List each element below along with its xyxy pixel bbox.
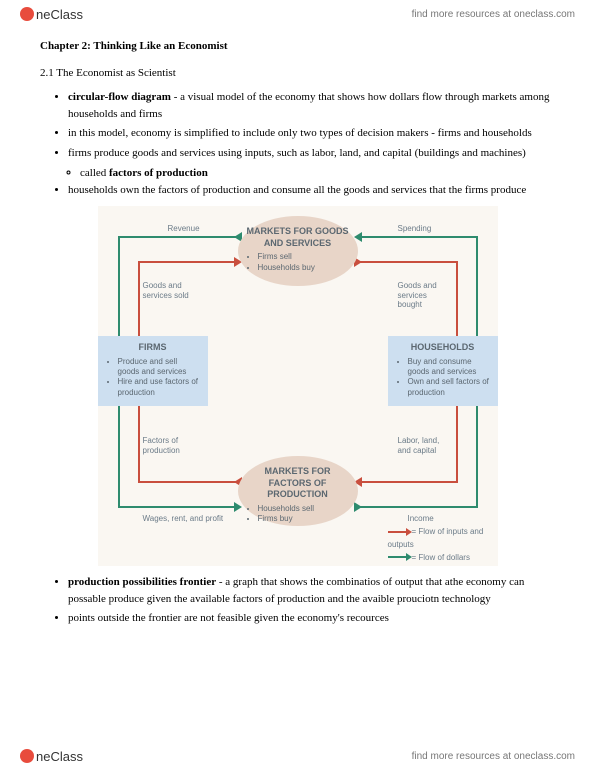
legend-red: = Flow of inputs and outputs — [388, 526, 498, 552]
annot-revenue: Revenue — [168, 224, 200, 234]
red-flow-top-left — [138, 261, 238, 263]
diagram-legend: = Flow of inputs and outputs = Flow of d… — [388, 526, 498, 564]
footer-link[interactable]: find more resources at oneclass.com — [412, 751, 575, 762]
annot-income: Income — [408, 514, 434, 524]
arrowhead-green-icon — [234, 502, 242, 512]
annot-goods-bought: Goods and services bought — [398, 281, 453, 310]
section-label: 2.1 The Economist as Scientist — [40, 65, 555, 82]
annot-factors: Factors of production — [143, 436, 198, 455]
bullets-top-cont: households own the factors of production… — [40, 182, 555, 199]
bullet-item: in this model, economy is simplified to … — [68, 125, 555, 142]
red-flow-bottom-right — [358, 481, 458, 483]
bullet-item: circular-flow diagram - a visual model o… — [68, 89, 555, 122]
document-content: Chapter 2: Thinking Like an Economist 2.… — [40, 38, 555, 631]
firms-box: FIRMS Produce and sell goods and service… — [98, 336, 208, 406]
green-flow-bottom-right — [358, 506, 478, 508]
circular-flow-diagram: MARKETS FOR GOODS AND SERVICES Firms sel… — [98, 206, 498, 566]
page-header: neClass find more resources at oneclass.… — [0, 0, 595, 28]
bullet-item: households own the factors of production… — [68, 182, 555, 199]
header-link[interactable]: find more resources at oneclass.com — [412, 9, 575, 20]
brand-logo-footer: neClass — [20, 749, 83, 764]
bullet-item: production possibilities frontier - a gr… — [68, 574, 555, 607]
chapter-title: Chapter 2: Thinking Like an Economist — [40, 38, 555, 55]
red-flow-bottom-left — [138, 481, 238, 483]
bullet-item: firms produce goods and services using i… — [68, 145, 555, 162]
page-footer: neClass find more resources at oneclass.… — [0, 742, 595, 770]
bullet-item: called factors of production — [80, 165, 555, 182]
bullet-item: points outside the frontier are not feas… — [68, 610, 555, 627]
legend-green: = Flow of dollars — [388, 552, 498, 565]
logo-circle-icon — [20, 749, 34, 763]
brand-logo: neClass — [20, 7, 83, 22]
brand-name: neClass — [36, 7, 83, 22]
bullets-bottom: production possibilities frontier - a gr… — [40, 574, 555, 627]
logo-circle-icon — [20, 7, 34, 21]
annot-goods-sold: Goods and services sold — [143, 281, 198, 300]
markets-factors-oval: MARKETS FOR FACTORS OF PRODUCTION Househ… — [238, 456, 358, 526]
sub-bullet: called factors of production — [40, 165, 555, 182]
green-flow-top-left — [118, 236, 238, 238]
bullets-top: circular-flow diagram - a visual model o… — [40, 89, 555, 161]
households-box: HOUSEHOLDS Buy and consume goods and ser… — [388, 336, 498, 406]
green-flow-bottom-left — [118, 506, 238, 508]
annot-spending: Spending — [398, 224, 432, 234]
brand-name-footer: neClass — [36, 749, 83, 764]
markets-goods-oval: MARKETS FOR GOODS AND SERVICES Firms sel… — [238, 216, 358, 286]
red-flow-top-right — [358, 261, 458, 263]
arrowhead-green-icon — [354, 502, 362, 512]
annot-wages: Wages, rent, and profit — [143, 514, 224, 524]
green-flow-top-right — [358, 236, 478, 238]
annot-labor: Labor, land, and capital — [398, 436, 453, 455]
